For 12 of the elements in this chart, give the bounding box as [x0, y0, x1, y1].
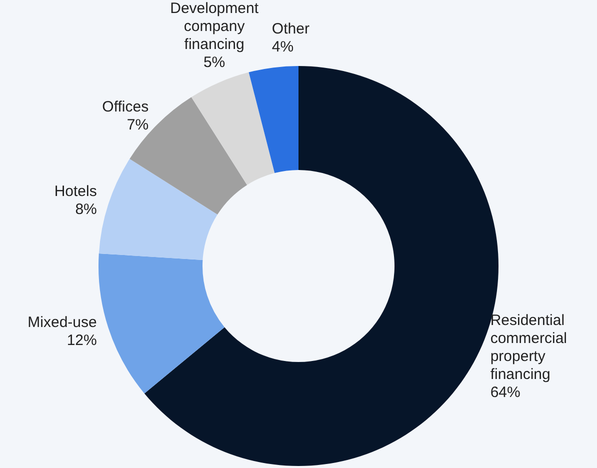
data-label: 4% — [272, 38, 294, 56]
data-label: 5% — [203, 54, 226, 72]
slice-label: Hotels — [54, 183, 97, 200]
slice-label: Residential commercial property financing — [490, 312, 568, 383]
data-label: 12% — [66, 332, 97, 350]
slice-label: Offices — [102, 98, 149, 116]
data-label: 7% — [126, 116, 149, 134]
slice-label: Mixed-use — [28, 314, 97, 332]
data-label: 8% — [75, 201, 97, 218]
slice-label: Other — [272, 20, 310, 38]
slice-label: Development company financing — [170, 0, 260, 54]
data-label: 64% — [490, 384, 520, 401]
